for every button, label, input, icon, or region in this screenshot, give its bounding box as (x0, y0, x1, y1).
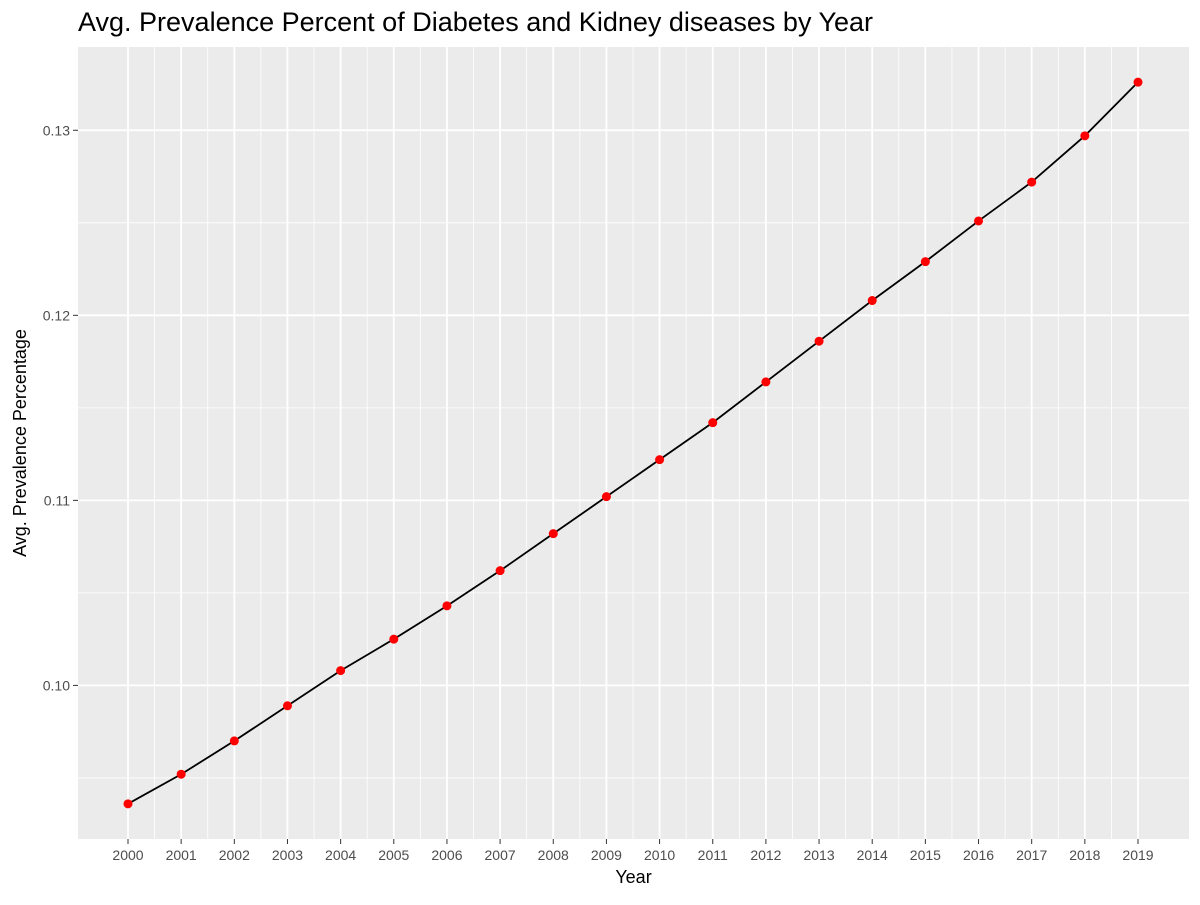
x-axis-title: Year (615, 867, 651, 887)
y-tick-label: 0.11 (44, 492, 70, 508)
x-tick-label: 2012 (750, 847, 781, 863)
x-tick-label: 2017 (1016, 847, 1047, 863)
plot-panel (78, 47, 1189, 839)
y-tick-label: 0.10 (43, 677, 70, 693)
x-tick-label: 2014 (857, 847, 888, 863)
x-tick-label: 2013 (803, 847, 834, 863)
x-tick-label: 2009 (591, 847, 622, 863)
x-tick-label: 2016 (963, 847, 994, 863)
x-tick-label: 2000 (112, 847, 143, 863)
data-point (176, 769, 186, 779)
x-tick-label: 2018 (1069, 847, 1100, 863)
axes: 2000 2001 2002 2003 2004 2005 2006 2007 2008 2009… (43, 122, 1154, 863)
x-tick-label: 2001 (166, 847, 197, 863)
x-tick-label: 2005 (378, 847, 409, 863)
x-tick-label: 2008 (538, 847, 569, 863)
data-point (1080, 131, 1090, 141)
grid-lines (78, 47, 1189, 839)
data-series (123, 77, 1143, 809)
data-point (389, 634, 399, 644)
x-tick-label: 2010 (644, 847, 675, 863)
data-point (655, 455, 665, 465)
y-tick-label: 0.12 (43, 307, 70, 323)
data-point (867, 296, 877, 306)
data-point (1027, 177, 1037, 187)
data-point (814, 336, 824, 346)
data-point (282, 701, 292, 711)
x-tick-label: 2011 (698, 847, 728, 863)
data-point (708, 418, 718, 428)
x-tick-label: 2002 (219, 847, 250, 863)
y-tick-label: 0.13 (43, 122, 70, 138)
data-point (920, 257, 930, 267)
data-point (601, 492, 611, 502)
data-point (229, 736, 239, 746)
x-tick-label: 2007 (485, 847, 516, 863)
data-point (123, 799, 133, 809)
data-point (442, 601, 452, 611)
x-tick-label: 2019 (1122, 847, 1153, 863)
data-point (761, 377, 771, 387)
series-line (127, 81, 1139, 805)
y-axis-title: Avg. Prevalence Percentage (10, 329, 30, 557)
data-point (336, 666, 346, 676)
x-tick-label: 2015 (910, 847, 941, 863)
data-point (548, 529, 558, 539)
data-point (495, 566, 505, 576)
chart-title: Avg. Prevalence Percent of Diabetes and … (78, 7, 873, 37)
data-point (1133, 77, 1143, 87)
x-tick-label: 2006 (431, 847, 462, 863)
data-point (974, 216, 984, 226)
x-tick-label: 2003 (272, 847, 303, 863)
x-tick-label: 2004 (325, 847, 356, 863)
